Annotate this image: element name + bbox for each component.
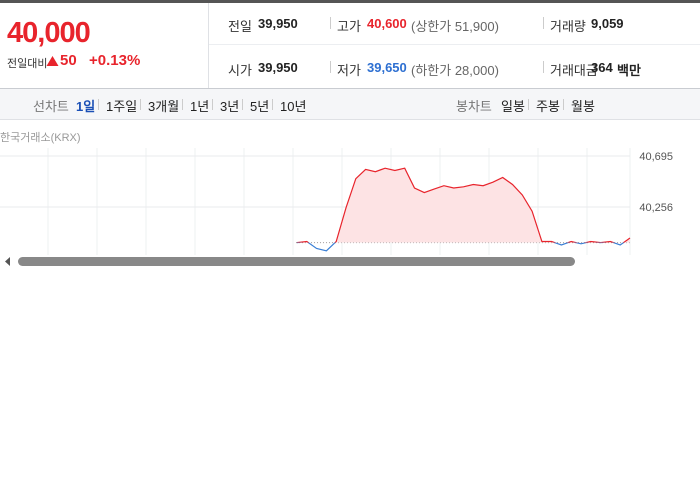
separator: [563, 99, 564, 110]
price-line: [296, 167, 631, 243]
separator: [330, 17, 331, 29]
up-icon: [46, 56, 59, 66]
scroll-thumb[interactable]: [18, 257, 575, 266]
stat-label: 저가: [337, 63, 361, 78]
stat-label: 시가: [228, 63, 252, 78]
stat-value: 364: [591, 60, 613, 75]
y-tick-label: 40,256: [639, 202, 673, 214]
stat-value: 39,650: [367, 60, 407, 75]
top-border: [0, 0, 700, 3]
stat-value: 39,950: [258, 16, 298, 31]
range-tab[interactable]: 5년: [250, 99, 270, 114]
chart-source: 한국거래소(KRX): [0, 131, 81, 144]
range-tab[interactable]: 3년: [220, 99, 240, 114]
range-tab[interactable]: 10년: [280, 99, 307, 114]
divider: [208, 3, 209, 89]
scrollbar[interactable]: [0, 255, 700, 268]
candle-tab[interactable]: 주봉: [536, 99, 560, 114]
row-divider: [209, 44, 700, 45]
stat-value: 9,059: [591, 16, 624, 31]
separator: [242, 99, 243, 110]
candle-tab[interactable]: 일봉: [501, 99, 525, 114]
current-price: 40,000: [7, 17, 91, 49]
range-tab[interactable]: 1주일: [106, 99, 138, 114]
stat-value: 40,600: [367, 16, 407, 31]
stat-label: 거래대금: [550, 63, 598, 78]
y-tick-label: 40,695: [639, 151, 673, 163]
chart: 한국거래소(KRX) 40,695 40,256: [0, 131, 673, 260]
tab-group-label: 봉차트: [456, 99, 492, 114]
separator: [543, 61, 544, 73]
tab-bar: [0, 89, 700, 120]
stat-label: 거래량: [550, 19, 586, 34]
change: 50: [60, 52, 77, 69]
change-rate: +0.13%: [89, 52, 141, 69]
stat-note: (하한가 28,000): [411, 63, 499, 78]
range-tab[interactable]: 1년: [190, 99, 210, 114]
separator: [182, 99, 183, 110]
range-tab[interactable]: 3개월: [148, 99, 180, 114]
border: [0, 88, 700, 89]
stat-unit: 백만: [617, 63, 641, 78]
range-tab[interactable]: 1일: [76, 99, 96, 114]
candle-tab[interactable]: 월봉: [571, 99, 595, 114]
separator: [543, 17, 544, 29]
area: [297, 168, 630, 243]
separator: [98, 99, 99, 110]
stat-note: (상한가 51,900): [411, 19, 499, 34]
change-label: 전일대비: [7, 58, 48, 70]
stat-label: 전일: [228, 19, 252, 34]
scroll-arrow[interactable]: [2, 255, 14, 268]
stat-label: 고가: [337, 19, 361, 34]
stat-value: 39,950: [258, 60, 298, 75]
tab-group-label: 선차트: [33, 99, 69, 114]
separator: [330, 61, 331, 73]
separator: [212, 99, 213, 110]
separator: [528, 99, 529, 110]
separator: [140, 99, 141, 110]
separator: [272, 99, 273, 110]
